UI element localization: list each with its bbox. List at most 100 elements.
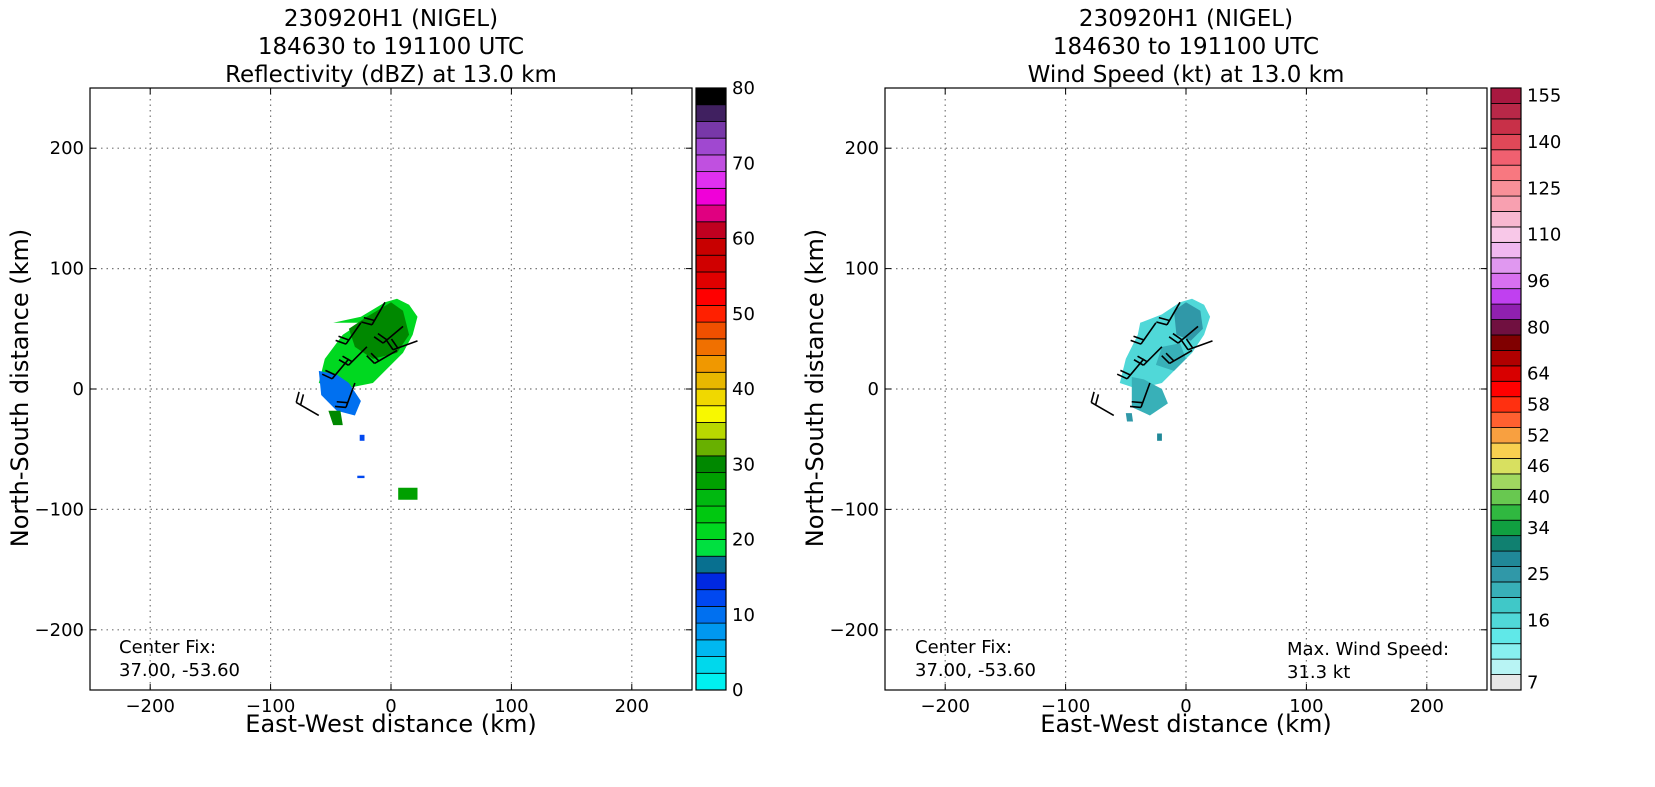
colorbar-segment <box>695 572 727 591</box>
colorbar-segment <box>695 505 727 524</box>
colorbar-segment <box>695 104 727 122</box>
colorbar-segment <box>695 204 727 223</box>
x-tick-label: 200 <box>1410 696 1444 717</box>
echo-region <box>1131 377 1168 416</box>
center-fix-label: Center Fix: <box>915 637 1013 658</box>
colorbar-segment <box>695 656 727 674</box>
colorbar-tick-label: 10 <box>732 605 755 626</box>
title-line-field: Wind Speed (kt) at 13.0 km <box>1027 62 1345 88</box>
wind-barb <box>1161 349 1193 365</box>
wind-barb-flag <box>1116 373 1128 380</box>
wind-barb-flag <box>1165 352 1175 362</box>
colorbar-segment <box>1490 674 1522 691</box>
wind-barb-flag <box>1137 355 1148 363</box>
wind-barb-flag <box>336 400 348 404</box>
wind-barb-flag <box>361 321 373 326</box>
colorbar-segment <box>695 171 727 189</box>
colorbar-segment <box>1490 550 1522 567</box>
x-axis-label: East-West distance (km) <box>245 710 537 738</box>
colorbar-tick-label: 30 <box>732 454 755 475</box>
wind-barb-flag <box>1161 355 1171 365</box>
colorbar-segment <box>695 438 727 457</box>
colorbar-segment <box>1490 658 1522 675</box>
wind-barb-flag <box>335 339 347 345</box>
x-tick-label: 100 <box>1289 696 1323 717</box>
wind-speed-plot: −200 −100 0 100 200 −200 −100 0 100 200 7 16 25 34 40 4… <box>830 86 1562 717</box>
wind-barb <box>1130 322 1157 345</box>
y-tick-label: −100 <box>35 499 84 520</box>
max-wind-annotation: Max. Wind Speed: 31.3 kt <box>1287 638 1449 684</box>
wind-barb-flag <box>1120 369 1131 376</box>
colorbar-tick-label: 80 <box>732 78 755 99</box>
y-tick-label: −100 <box>830 499 879 520</box>
colorbar-segment <box>1490 596 1522 614</box>
colorbar-segment <box>695 187 727 206</box>
wind-barb-flag <box>1130 339 1142 345</box>
colorbar-segment <box>1490 164 1522 182</box>
colorbar-tick-label: 46 <box>1527 456 1550 477</box>
x-tick-label: −100 <box>246 696 295 717</box>
echo-region <box>398 487 418 500</box>
colorbar-segment <box>695 622 727 641</box>
max-wind-value: 31.3 kt <box>1287 662 1351 683</box>
colorbar-segment <box>695 388 727 407</box>
colorbar-tick-label: 155 <box>1527 86 1561 107</box>
title-line-time: 184630 to 191100 UTC <box>257 34 525 60</box>
colorbar-segment <box>1490 195 1522 212</box>
colorbar-tick-label: 40 <box>732 379 755 400</box>
colorbar-tick-label: 96 <box>1527 271 1550 292</box>
wind-barb <box>1168 325 1199 344</box>
colorbar-segment <box>695 639 727 657</box>
colorbar-segment <box>1490 612 1522 629</box>
colorbar-tick-label: 25 <box>1527 564 1550 585</box>
wind-barb-flag <box>386 340 394 351</box>
colorbar-segment <box>1490 627 1522 645</box>
y-tick-label: 0 <box>73 379 84 400</box>
colorbar-segment <box>1490 241 1522 259</box>
colorbar-segment <box>695 304 727 323</box>
reflectivity-plot: −200 −100 0 100 200 −200 −100 0 100 200 0 10 20 30 40 5… <box>35 78 755 717</box>
colorbar-tick-label: 140 <box>1527 132 1561 153</box>
colorbar-segment <box>1490 319 1522 336</box>
echo-region <box>1157 433 1162 441</box>
x-tick-label: 100 <box>494 696 528 717</box>
colorbar-tick-label: 0 <box>732 680 743 701</box>
colorbar-segment <box>695 605 727 624</box>
title-line-storm: 230920H1 (NIGEL) <box>1078 6 1294 32</box>
colorbar-segment <box>695 271 727 290</box>
y-tick-label: 100 <box>845 259 879 280</box>
wind-barb-flag <box>1181 340 1189 351</box>
colorbar-tick-label: 16 <box>1527 611 1550 632</box>
y-tick-label: −200 <box>830 620 879 641</box>
colorbar-tick-label: 110 <box>1527 225 1561 246</box>
wind-barb-flag <box>1168 336 1179 344</box>
colorbar-segment <box>1490 87 1522 104</box>
wind-barb <box>386 338 418 351</box>
colorbar-tick-label: 80 <box>1527 317 1550 338</box>
y-tick-label: 100 <box>50 259 84 280</box>
colorbar-segment <box>1490 396 1522 413</box>
colorbar-segment <box>695 121 727 139</box>
colorbar-segment <box>695 405 727 423</box>
reflectivity-title: 230920H1 (NIGEL) 184630 to 191100 UTC Re… <box>90 5 692 89</box>
colorbar-segment <box>1490 473 1522 490</box>
wind-barb <box>366 349 398 365</box>
colorbar-segment <box>695 87 727 106</box>
colorbar-segment <box>1490 350 1522 367</box>
wind-barb <box>373 325 404 344</box>
y-axis-label: North-South distance (km) <box>801 228 829 548</box>
colorbar-segment <box>1490 226 1522 243</box>
title-line-field: Reflectivity (dBZ) at 13.0 km <box>225 62 557 88</box>
wind-barb-flag <box>321 373 333 380</box>
wind-barb-flag <box>1094 394 1100 406</box>
colorbar-segment <box>1490 133 1522 151</box>
y-tick-label: 200 <box>845 138 879 159</box>
center-fix-annotation: Center Fix: 37.00, -53.60 <box>915 636 1036 682</box>
wind-barb-flag <box>1133 359 1144 366</box>
colorbar-segment <box>695 488 727 507</box>
colorbar-segment <box>695 589 727 607</box>
wind-barb-flag <box>325 369 336 376</box>
colorbar-segment <box>695 539 727 557</box>
wind-barb-flag <box>370 352 380 362</box>
colorbar-frame <box>1490 87 1522 691</box>
